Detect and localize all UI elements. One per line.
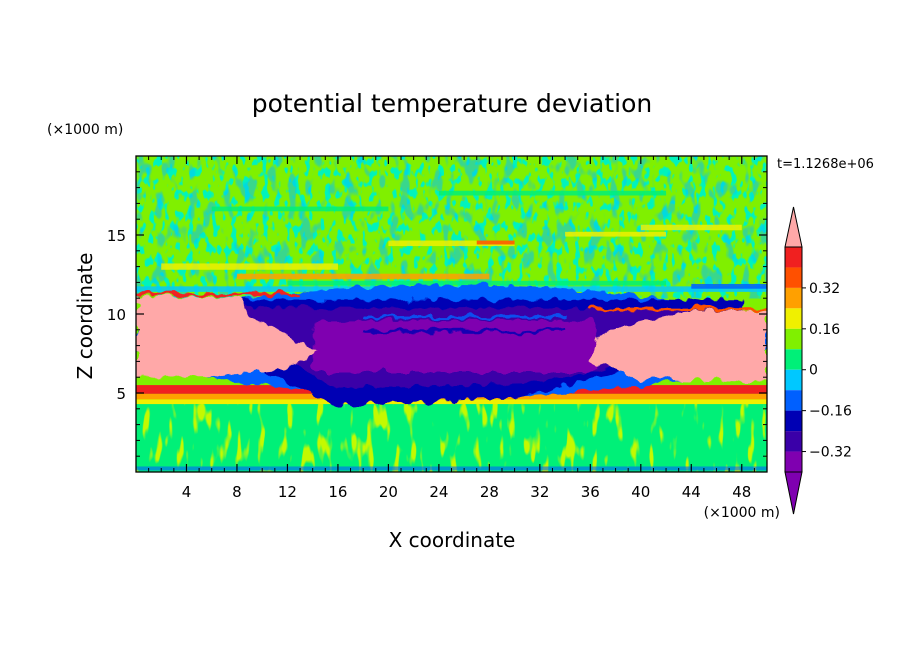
x-tick-label: 28	[480, 483, 499, 501]
wave-streak	[236, 273, 490, 280]
colorbar-tick-label: 0	[809, 363, 818, 379]
cold-anomaly	[136, 285, 767, 406]
x-tick-label: 44	[682, 483, 701, 501]
y-tick-label: 5	[116, 385, 126, 403]
colorbar-tick-label: −0.16	[809, 404, 852, 420]
warm-edge	[136, 292, 301, 296]
wave-streak	[161, 263, 338, 270]
x-tick-label: 4	[182, 483, 192, 501]
colorbar-swatch	[785, 410, 802, 432]
colorbar-tick-label: 0.16	[809, 322, 840, 338]
wave-streak	[388, 240, 515, 247]
warm-anomalies	[136, 292, 767, 382]
colorbar-swatch	[785, 267, 802, 288]
y-unit-label: (×1000 m)	[47, 122, 123, 138]
y-tick-label: 10	[107, 306, 126, 324]
x-tick-label: 32	[530, 483, 549, 501]
y-axis: 5 10 15	[107, 171, 767, 457]
wave-streak	[438, 190, 667, 196]
cold-stripe	[363, 329, 566, 333]
chart-title: potential temperature deviation	[252, 89, 652, 118]
x-unit-label: (×1000 m)	[704, 505, 780, 521]
boundary-texture	[136, 404, 767, 472]
colorbar-tick-label: 0.32	[809, 281, 840, 297]
colorbar-swatch	[785, 308, 802, 329]
x-tick-label: 40	[631, 483, 650, 501]
cold-stripe	[363, 315, 566, 319]
colorbar: 0.32 0.16 0 −0.16 −0.32	[784, 206, 852, 515]
colorbar-swatch	[785, 451, 802, 472]
wave-streak	[476, 240, 515, 245]
wave-streak	[565, 231, 667, 237]
x-tick-label: 20	[379, 483, 398, 501]
wave-streak	[211, 206, 389, 212]
wave-streak	[287, 280, 667, 286]
time-label: t=1.1268e+06	[777, 157, 874, 172]
colorbar-over-triangle	[784, 206, 803, 248]
wave-streak	[640, 224, 742, 231]
x-axis: 4 8 12 16 20 24 28 32 36 40 44 48	[148, 156, 755, 501]
upper-wave-region	[136, 156, 767, 299]
warm-anomaly-right	[590, 310, 767, 382]
x-tick-label: 16	[328, 483, 347, 501]
wave-streak	[691, 283, 767, 289]
stable-band	[136, 399, 767, 405]
colorbar-swatch	[785, 349, 802, 370]
x-tick-label: 12	[278, 483, 297, 501]
colorbar-swatch	[785, 369, 802, 391]
colorbar-swatch	[785, 328, 802, 350]
y-axis-label: Z coordinate	[73, 253, 97, 380]
x-tick-label: 36	[581, 483, 600, 501]
colorbar-frame	[784, 246, 803, 473]
colorbar-tick-label: −0.32	[809, 445, 852, 461]
x-tick-label: 24	[429, 483, 448, 501]
colorbar-swatch	[785, 287, 802, 309]
x-tick-label: 8	[232, 483, 242, 501]
x-tick-label: 48	[732, 483, 751, 501]
colorbar-swatch	[785, 431, 802, 452]
cold-core	[312, 320, 597, 373]
x-axis-label: X coordinate	[389, 528, 516, 552]
y-tick-label: 15	[107, 227, 126, 245]
warm-anomaly-left	[136, 296, 317, 378]
warm-edge	[590, 307, 767, 311]
colorbar-under-triangle	[784, 471, 803, 515]
plot-area	[136, 156, 767, 472]
colorbar-swatch	[785, 247, 802, 268]
colorbar-swatch	[785, 390, 802, 411]
